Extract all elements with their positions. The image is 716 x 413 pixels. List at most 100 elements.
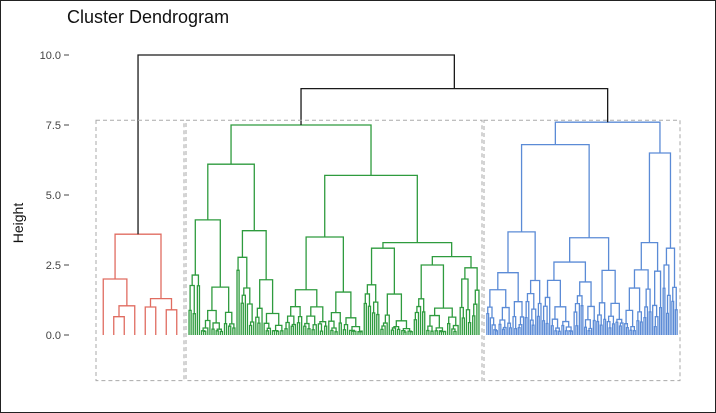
cluster-2-link	[435, 327, 444, 332]
cluster-2-link	[280, 330, 284, 335]
cluster-3-link	[531, 324, 535, 335]
cluster-1-link	[114, 233, 162, 299]
cluster-3-link	[526, 292, 535, 310]
cluster-2-link	[328, 320, 335, 335]
cluster-2-link	[229, 323, 235, 328]
cluster-3-link	[615, 321, 619, 335]
cluster-3-link	[507, 231, 536, 281]
cluster-3-link	[520, 143, 590, 238]
cluster-3-link	[554, 330, 558, 335]
cluster-2-link	[465, 309, 471, 335]
cluster-2-link	[371, 312, 376, 335]
cluster-2-link	[372, 301, 379, 315]
cluster-2-link	[194, 219, 221, 288]
cluster-3-link	[596, 320, 600, 335]
cluster-3-link	[611, 323, 615, 335]
cluster-2-link	[426, 329, 430, 335]
cluster-3-link	[599, 324, 603, 335]
cluster-3-link	[553, 261, 587, 282]
cluster-3-link	[672, 286, 677, 310]
cluster-2-link	[291, 323, 297, 335]
cluster-3-link	[644, 306, 649, 335]
cluster-2-link	[256, 307, 263, 335]
cluster-3-link	[610, 302, 620, 320]
cluster-3-link	[671, 300, 675, 335]
cluster-2-link	[467, 321, 472, 335]
cluster-3-link	[645, 288, 651, 312]
cluster-3-link	[507, 322, 512, 335]
cluster-2-link	[390, 329, 395, 335]
cluster-2-link	[303, 325, 307, 335]
cluster-3-link	[598, 302, 606, 320]
cluster-2-link	[351, 325, 361, 332]
cluster-1-link	[165, 309, 178, 335]
cluster-2-link	[219, 330, 224, 335]
cluster-3-link	[554, 121, 661, 153]
cluster-3-link	[592, 319, 596, 335]
cluster-3-link	[564, 330, 568, 335]
cluster-3-link	[542, 305, 548, 324]
cluster-2-link	[431, 255, 472, 268]
cluster-2-link	[323, 325, 328, 335]
cluster-1-link	[149, 297, 173, 310]
cluster-2-link	[382, 241, 453, 257]
cluster-2-link	[224, 311, 233, 324]
cluster-1-link	[113, 316, 125, 335]
cluster-3-link	[562, 320, 570, 328]
cluster-3-link	[625, 326, 629, 335]
cluster-2-link	[207, 309, 217, 323]
cluster-3-link	[648, 311, 652, 335]
cluster-2-link	[240, 302, 244, 335]
cluster-2-link	[418, 298, 425, 312]
cluster-2-link	[202, 330, 207, 335]
cluster-2-link	[382, 322, 388, 335]
cluster-2-link	[202, 327, 209, 335]
cluster-2-link	[257, 322, 261, 335]
cluster-2-link	[413, 319, 418, 335]
cluster-2-link	[395, 320, 408, 329]
cluster-3-link	[574, 303, 581, 335]
cluster-2-link	[448, 316, 457, 326]
cluster-3-link	[625, 309, 634, 327]
cluster-2-link	[290, 306, 301, 317]
cluster-3-link	[606, 320, 611, 335]
y-tick-label: 2.5	[46, 260, 61, 272]
cluster-2-link	[453, 330, 457, 335]
link-root	[137, 54, 455, 235]
cluster-2-link	[338, 322, 342, 335]
cluster-2-link	[384, 314, 390, 335]
cluster-3-link	[537, 302, 542, 335]
cluster-2-link	[290, 325, 294, 335]
y-tick-label: 7.5	[46, 120, 61, 132]
cluster-3-link	[583, 326, 588, 335]
y-axis-title: Height	[10, 203, 26, 244]
cluster-2-link	[459, 306, 464, 335]
cluster-3-link	[546, 279, 561, 307]
cluster-3-link	[529, 319, 534, 335]
cluster-boxes	[95, 119, 681, 382]
cluster-2-link	[396, 328, 401, 335]
cluster-2-link	[312, 324, 317, 335]
cluster-2-link	[207, 163, 255, 231]
cluster-2-link	[330, 311, 341, 324]
cluster-2-link	[447, 322, 451, 335]
cluster-2-link	[188, 309, 192, 335]
cluster-2-link	[216, 328, 223, 332]
cluster-2-link	[236, 269, 240, 335]
cluster-2-link	[451, 328, 456, 335]
cluster-2-link	[246, 303, 253, 335]
cluster-2-link	[380, 328, 384, 335]
cluster-2-link	[473, 303, 478, 335]
cluster-2-link	[370, 247, 396, 295]
cluster-3-link	[624, 323, 629, 335]
cluster-2-link	[331, 327, 337, 332]
cluster-3-link	[636, 320, 640, 335]
cluster-2-link	[228, 325, 232, 335]
cluster-2-link	[442, 330, 447, 335]
cluster-3-link	[597, 314, 602, 326]
cluster-3-link	[545, 322, 549, 335]
cluster-3-link	[587, 305, 595, 321]
cluster-3-link	[544, 296, 551, 335]
cluster-3-link	[501, 328, 505, 335]
